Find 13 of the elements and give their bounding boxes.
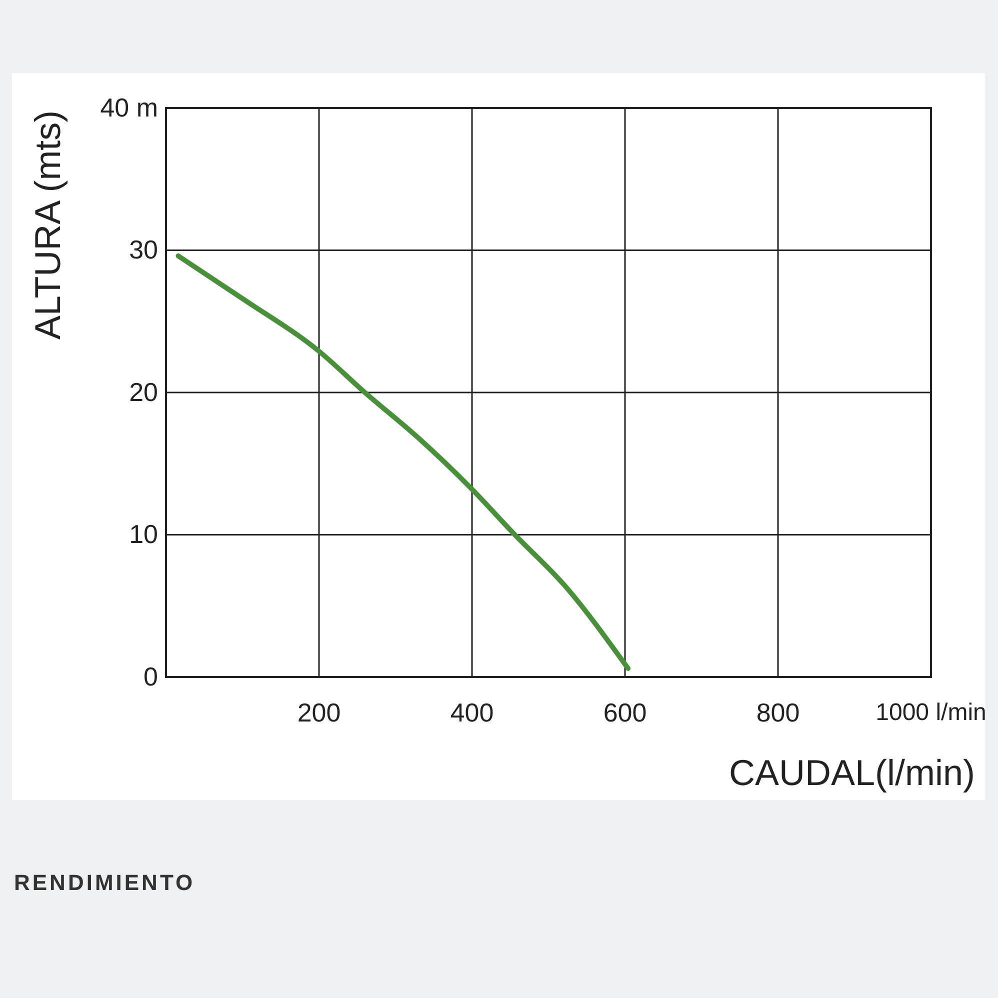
x-tick-label: 800 [756, 697, 800, 728]
x-tick-label: 1000 l/min [876, 699, 986, 726]
x-tick-label: 600 [603, 697, 647, 728]
y-tick-label: 30 [129, 234, 158, 265]
y-tick-label: 10 [129, 519, 158, 550]
y-tick-label: 0 [144, 661, 158, 692]
y-tick-label: 40 m [100, 92, 158, 122]
x-axis-title: CAUDAL(l/min) [728, 752, 975, 793]
y-tick-label: 20 [129, 376, 158, 407]
text: RENDIMIENTO [14, 870, 196, 895]
x-tick-label: 400 [450, 697, 494, 728]
x-tick-label: 200 [297, 697, 341, 728]
y-axis-title: ALTURA (mts) [27, 110, 68, 340]
